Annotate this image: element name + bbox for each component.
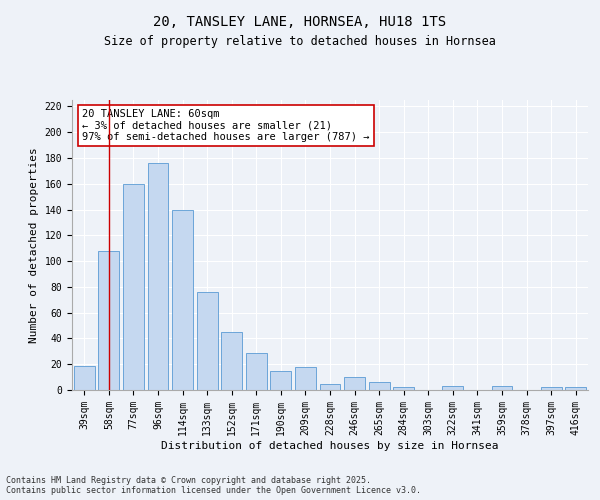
Bar — [442, 386, 463, 390]
Text: Size of property relative to detached houses in Hornsea: Size of property relative to detached ho… — [104, 35, 496, 48]
Bar — [565, 388, 586, 390]
Bar — [393, 388, 414, 390]
Bar — [320, 384, 340, 390]
Bar — [74, 366, 95, 390]
Text: Contains HM Land Registry data © Crown copyright and database right 2025.
Contai: Contains HM Land Registry data © Crown c… — [6, 476, 421, 495]
Bar — [123, 184, 144, 390]
Text: 20, TANSLEY LANE, HORNSEA, HU18 1TS: 20, TANSLEY LANE, HORNSEA, HU18 1TS — [154, 15, 446, 29]
Bar — [541, 388, 562, 390]
Bar — [98, 251, 119, 390]
Bar — [271, 370, 292, 390]
Bar — [221, 332, 242, 390]
Y-axis label: Number of detached properties: Number of detached properties — [29, 147, 39, 343]
Bar — [197, 292, 218, 390]
Bar — [246, 352, 267, 390]
Bar — [344, 377, 365, 390]
Bar — [295, 367, 316, 390]
Text: 20 TANSLEY LANE: 60sqm
← 3% of detached houses are smaller (21)
97% of semi-deta: 20 TANSLEY LANE: 60sqm ← 3% of detached … — [82, 108, 370, 142]
Bar — [491, 386, 512, 390]
Bar — [148, 163, 169, 390]
Bar — [368, 382, 389, 390]
Bar — [172, 210, 193, 390]
X-axis label: Distribution of detached houses by size in Hornsea: Distribution of detached houses by size … — [161, 440, 499, 450]
